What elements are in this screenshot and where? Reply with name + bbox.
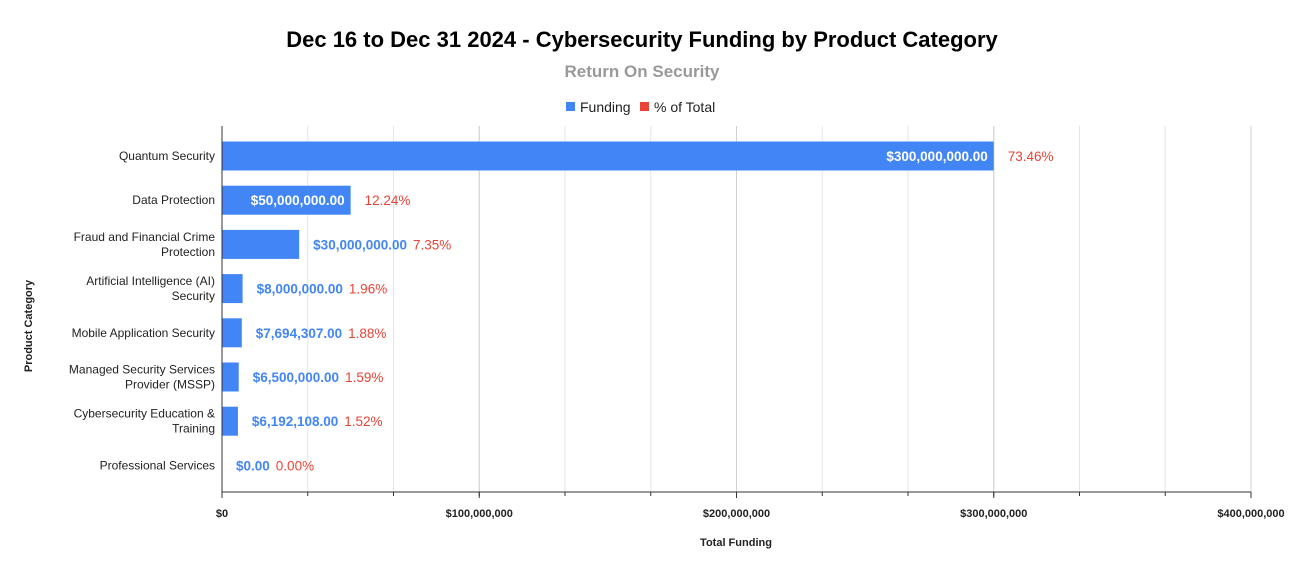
bar-value-label: $0.00 [236,458,270,473]
category-label: Mobile Application Security [72,326,215,340]
bar [222,318,242,348]
bar-percent-label: 1.88% [348,326,386,341]
bar [222,141,994,171]
category-label: Artificial Intelligence (AI) [86,274,215,288]
x-tick-label: $400,000,000 [1217,508,1284,520]
chart-subtitle: Return On Security [565,62,720,81]
bar-value-label: $300,000,000.00 [886,149,987,164]
bar [222,185,351,215]
bar-value-label: $6,192,108.00 [252,414,338,429]
bar-percent-label: 1.59% [345,370,383,385]
x-tick-label: $0 [216,508,228,520]
category-labels: Quantum Security Data Protection Fraud and… [69,149,215,472]
category-label: Professional Services [100,458,215,472]
bar [222,274,243,304]
chart-title: Dec 16 to Dec 31 2024 - Cybersecurity Fu… [286,27,998,52]
bar-value-label: $8,000,000.00 [257,282,343,297]
bars [222,141,994,436]
bar-value-label: $50,000,000.00 [251,193,345,208]
category-label: Managed Security Services [69,363,215,377]
x-axis: $0 $100,000,000 $200,000,000 $300,000,000 $4… [216,126,1285,520]
bar-percent-label: 0.00% [276,458,314,473]
bar-percent-label: 1.52% [344,414,382,429]
category-label: Provider (MSSP) [125,378,215,392]
x-tick-label: $300,000,000 [960,508,1027,520]
bar-percent-label: 7.35% [413,237,451,252]
category-label: Data Protection [132,193,215,207]
legend-label-funding: Funding [580,99,631,115]
legend: Funding % of Total [566,99,715,115]
legend-swatch-percent [640,102,649,111]
bar-percent-label: 1.96% [349,282,387,297]
x-tick-label: $200,000,000 [703,508,770,520]
category-label: Training [172,422,215,436]
bar [222,229,300,259]
category-label: Security [172,289,215,303]
x-tick-label: $100,000,000 [446,508,513,520]
bar-value-label: $7,694,307.00 [256,326,342,341]
category-label: Fraud and Financial Crime [74,230,216,244]
legend-label-percent: % of Total [654,99,715,115]
legend-swatch-funding [566,102,575,111]
bar-value-label: $30,000,000.00 [313,237,407,252]
bar [222,406,238,436]
bar-value-label: $6,500,000.00 [253,370,339,385]
bar-labels: $300,000,000.00 73.46% $50,000,000.00 12.24… [236,149,1054,473]
bar-percent-label: 73.46% [1008,149,1054,164]
x-axis-title: Total Funding [700,537,772,549]
category-label: Protection [161,245,215,259]
y-axis-title: Product Category [23,279,35,372]
gridlines [221,126,1252,492]
bar [222,362,239,392]
category-label: Cybersecurity Education & [74,407,215,421]
category-label: Quantum Security [119,149,215,163]
bar-percent-label: 12.24% [365,193,411,208]
